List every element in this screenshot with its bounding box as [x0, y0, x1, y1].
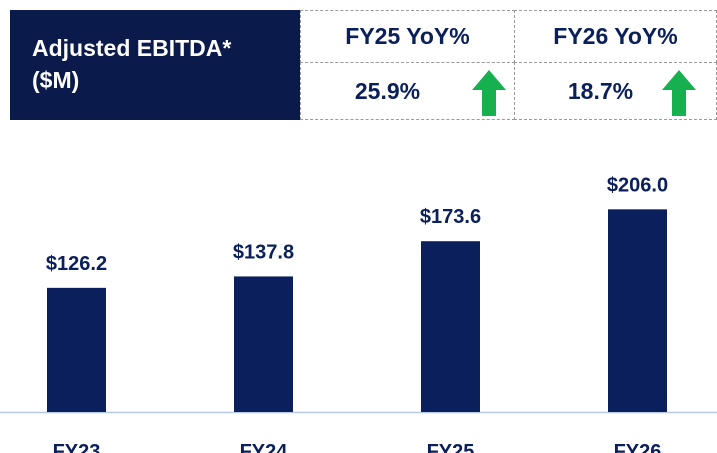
value-label: $137.8 — [233, 241, 294, 263]
up-arrow — [472, 70, 506, 116]
x-tick-label: FY23 — [53, 441, 101, 453]
bar — [421, 241, 480, 412]
x-tick-label: FY24 — [240, 441, 289, 453]
value-label: $126.2 — [46, 253, 107, 275]
value-label: $173.6 — [420, 206, 481, 228]
yoy-value: 18.7% — [514, 62, 717, 120]
bar — [234, 276, 293, 412]
header-title: Adjusted EBITDA* ($M) — [10, 10, 300, 120]
bar — [47, 287, 106, 412]
bar — [608, 209, 667, 412]
value-label: $206.0 — [607, 174, 668, 196]
x-tick-label: FY26 — [614, 441, 662, 453]
x-tick-label: FY25 — [427, 441, 475, 453]
up-arrow — [662, 70, 696, 116]
